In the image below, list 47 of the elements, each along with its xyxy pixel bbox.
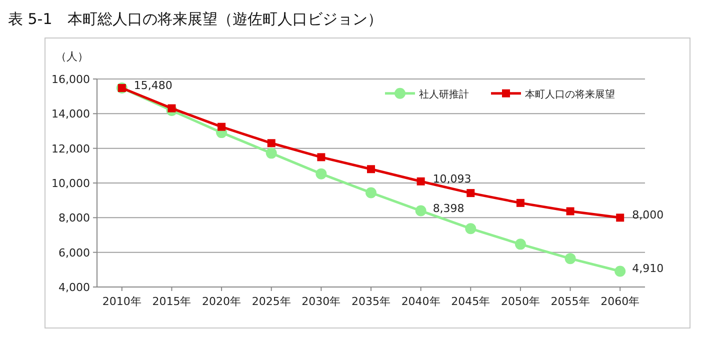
- y-tick-label: 16,000: [52, 73, 90, 86]
- y-axis-title: （人）: [56, 50, 88, 63]
- point: [466, 189, 475, 198]
- point: [266, 148, 277, 159]
- point: [366, 187, 376, 198]
- point: [516, 198, 524, 207]
- data-label: 8,000: [632, 208, 664, 222]
- point: [514, 238, 526, 250]
- point: [566, 207, 574, 216]
- y-tick-label: 4,000: [58, 281, 90, 294]
- y-tick-label: 6,000: [58, 246, 90, 260]
- x-tick-label: 2020年: [202, 295, 242, 308]
- chart-title: 表 5-1 本町総人口の将来展望（遊佐町人口ビジョン）: [8, 10, 382, 28]
- y-tick-label: 12,000: [52, 142, 90, 156]
- point: [267, 139, 276, 148]
- point: [416, 177, 425, 186]
- point: [168, 104, 176, 112]
- x-tick-label: 2055年: [550, 295, 590, 308]
- x-tick-label: 2050年: [500, 295, 540, 308]
- x-tick-label: 2025年: [252, 295, 291, 308]
- x-tick-label: 2010年: [102, 295, 142, 308]
- x-tick-label: 2030年: [302, 295, 341, 308]
- x-tick-label: 2060年: [600, 295, 640, 308]
- point: [616, 214, 624, 222]
- data-label: 10,093: [432, 172, 472, 186]
- point: [614, 266, 626, 277]
- y-tick-label: 10,000: [52, 177, 90, 190]
- point: [367, 165, 375, 174]
- legend-label: 本町人口の将来展望: [525, 88, 615, 100]
- point: [415, 205, 426, 216]
- legend-label: 社人研推計: [419, 88, 469, 100]
- point: [564, 253, 576, 264]
- data-label: 8,398: [432, 202, 464, 215]
- point: [465, 223, 476, 234]
- x-tick-label: 2035年: [352, 295, 390, 308]
- point: [218, 122, 226, 131]
- data-label: 15,480: [134, 79, 172, 92]
- x-tick-label: 2015年: [152, 295, 192, 308]
- data-label: 4,910: [632, 262, 664, 276]
- point: [317, 153, 326, 162]
- point: [316, 168, 327, 180]
- legend-本町人口の将来展望: 本町人口の将来展望: [491, 89, 615, 100]
- y-tick-label: 14,000: [52, 108, 90, 121]
- x-tick-label: 2040年: [401, 295, 440, 308]
- y-tick-label: 8,000: [58, 212, 90, 225]
- x-tick-label: 2045年: [451, 295, 490, 308]
- legend-社人研推計: 社人研推計: [385, 88, 469, 100]
